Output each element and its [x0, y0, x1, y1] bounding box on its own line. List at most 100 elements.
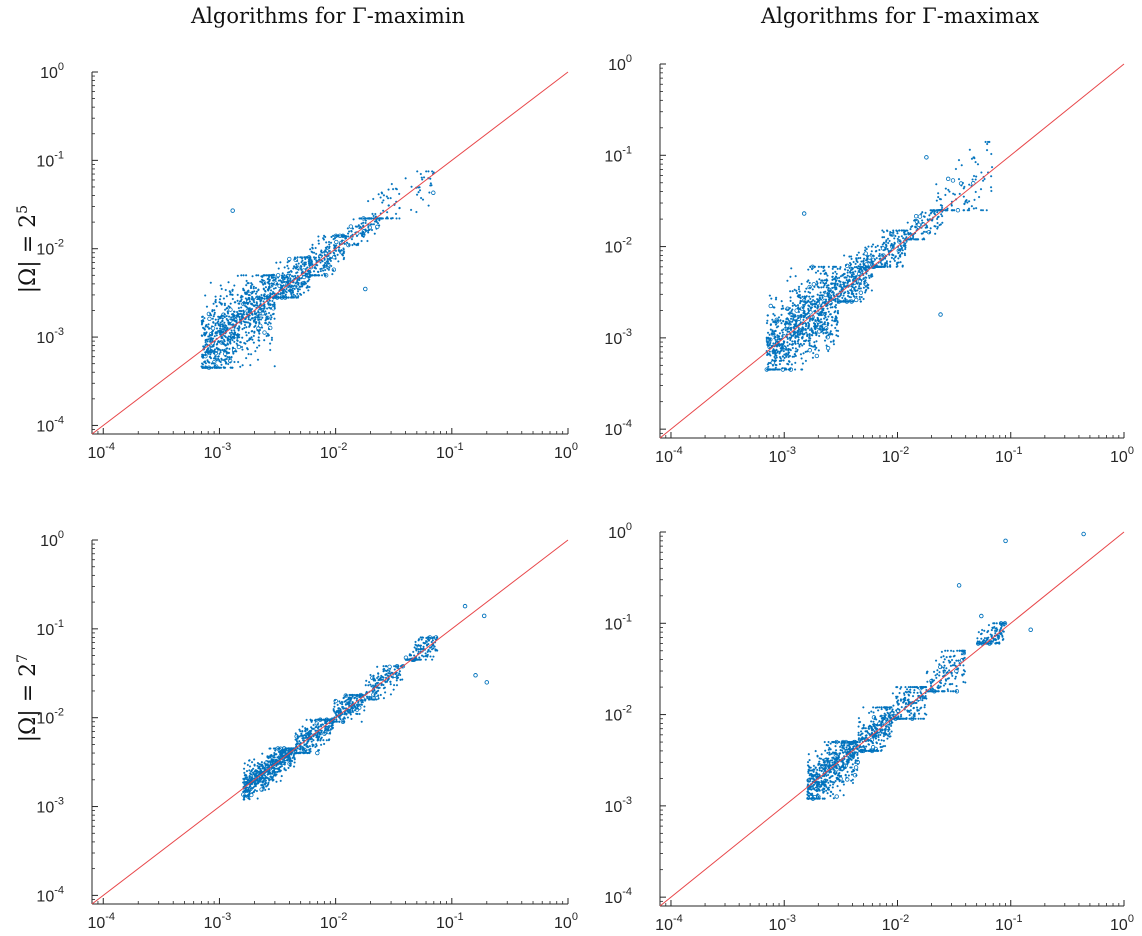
- data-point: [313, 719, 317, 722]
- data-point: [302, 752, 305, 755]
- data-point: [360, 720, 363, 723]
- data-point: [229, 340, 232, 343]
- data-point: [426, 638, 430, 641]
- data-point: [846, 269, 849, 272]
- data-point: [778, 356, 781, 359]
- data-point: [291, 291, 294, 294]
- data-point: [218, 317, 221, 320]
- data-point: [863, 280, 866, 283]
- data-point: [905, 236, 908, 239]
- data-point: [990, 189, 993, 193]
- data-point: [396, 676, 400, 679]
- data-point: [991, 166, 994, 169]
- data-point: [819, 298, 823, 301]
- data-point: [291, 296, 294, 299]
- data-point: [249, 285, 253, 288]
- data-point: [810, 300, 813, 303]
- y-tick-label: 10-2: [604, 236, 632, 257]
- data-point: [262, 288, 265, 291]
- data-point: [857, 251, 860, 254]
- data-point: [327, 729, 330, 732]
- data-point: [362, 235, 365, 238]
- data-point: [208, 361, 211, 364]
- data-point: [360, 693, 364, 697]
- data-point: [778, 332, 781, 335]
- data-point: [262, 778, 266, 782]
- data-point: [279, 291, 282, 295]
- data-point: [380, 674, 383, 677]
- data-point: [962, 195, 965, 198]
- data-point: [245, 274, 248, 277]
- data-point: [364, 217, 367, 220]
- data-point: [311, 246, 314, 249]
- data-point: [902, 229, 905, 232]
- data-point: [287, 754, 291, 757]
- data-point: [263, 303, 266, 306]
- data-point: [947, 188, 950, 191]
- data-point: [231, 297, 234, 301]
- data-point: [802, 316, 805, 319]
- data-point: [206, 351, 209, 354]
- data-point: [226, 310, 229, 313]
- data-point: [780, 313, 783, 316]
- data-point: [382, 668, 385, 671]
- data-point: [203, 360, 206, 364]
- data-point: [774, 323, 778, 326]
- data-point: [327, 724, 331, 728]
- data-point: [231, 288, 234, 291]
- data-point: [237, 360, 240, 364]
- data-point: [267, 783, 270, 786]
- data-point: [401, 678, 404, 681]
- data-point: [358, 703, 361, 706]
- data-point: [827, 315, 830, 318]
- data-point: [260, 293, 263, 297]
- data-point: [301, 263, 304, 266]
- data-point: [230, 333, 233, 336]
- data-point: [211, 330, 214, 333]
- data-point: [233, 310, 236, 313]
- outlier-point: [801, 211, 807, 216]
- data-point: [241, 364, 244, 367]
- data-point: [810, 327, 813, 330]
- data-point: [301, 274, 307, 280]
- data-point: [296, 271, 299, 274]
- data-point: [793, 319, 797, 322]
- data-point: [819, 272, 822, 275]
- data-point: [852, 292, 855, 295]
- data-point: [881, 229, 884, 232]
- data-point: [329, 256, 332, 259]
- data-point: [968, 200, 971, 203]
- data-point: [230, 331, 233, 334]
- data-point: [301, 725, 304, 728]
- data-point: [873, 258, 877, 261]
- data-point: [941, 206, 944, 209]
- data-point: [766, 353, 769, 357]
- data-point: [303, 280, 306, 283]
- data-point: [274, 758, 277, 762]
- data-point: [286, 264, 289, 267]
- data-point: [765, 339, 768, 343]
- data-point: [804, 359, 807, 362]
- data-point: [351, 244, 354, 247]
- data-point: [219, 321, 222, 324]
- data-point: [849, 269, 853, 272]
- data-point: [957, 159, 961, 162]
- data-point: [309, 738, 312, 741]
- data-point: [339, 702, 342, 705]
- data-point: [368, 695, 371, 698]
- scatter-points: [241, 603, 490, 801]
- data-point: [888, 239, 891, 242]
- data-point: [274, 749, 277, 752]
- data-point: [284, 293, 287, 296]
- data-point: [320, 267, 323, 270]
- data-point: [381, 201, 384, 204]
- data-point: [785, 355, 788, 358]
- data-point: [808, 328, 812, 332]
- data-point: [824, 271, 827, 274]
- data-point: [772, 312, 775, 316]
- data-point: [271, 290, 275, 294]
- data-point: [289, 273, 292, 276]
- data-point: [237, 307, 240, 310]
- data-point: [902, 237, 905, 240]
- data-point: [324, 274, 327, 277]
